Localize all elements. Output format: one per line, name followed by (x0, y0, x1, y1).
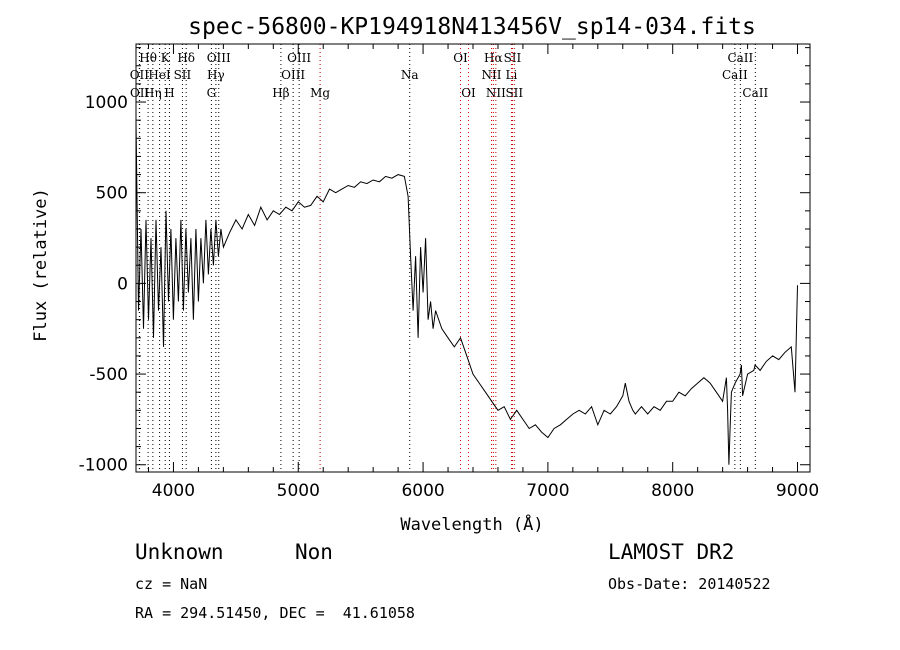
spectral-line-label: Hδ (177, 51, 195, 65)
class-label: Unknown (135, 540, 224, 564)
spectrum-line (135, 120, 798, 465)
spectral-line-label: HeI (148, 68, 171, 82)
spectral-line-label: OIII (281, 68, 305, 82)
y-tick-label: 1000 (85, 93, 128, 113)
x-tick-label: 6000 (401, 481, 444, 501)
axis-ticks: 4000 5000 6000 7000 8000 9000 -1000 -500 0 500 100… (79, 44, 819, 501)
cz-value: cz = NaN (135, 575, 208, 593)
y-tick-label: 500 (96, 184, 128, 204)
x-tick-label: 5000 (277, 481, 320, 501)
spectral-line-label: Li (506, 68, 518, 82)
spectral-line-label: Hα (484, 51, 503, 65)
spectral-line-label: Hθ (139, 51, 157, 65)
spectral-line-label: H (164, 86, 174, 100)
spectral-line-label: OIII (207, 51, 231, 65)
y-tick-label: 0 (117, 274, 128, 294)
spectral-line-label: NII (486, 86, 506, 100)
spectral-line-label: Hη (144, 86, 162, 100)
spectral-line-label: SII (174, 68, 192, 82)
obs-date: Obs-Date: 20140522 (608, 575, 771, 593)
spectral-line-label: Mg (310, 86, 330, 100)
x-axis-label: Wavelength (Å) (400, 513, 543, 535)
coordinates: RA = 294.51450, DEC = 41.61058 (135, 604, 415, 622)
spectral-line-label: OII (130, 86, 150, 100)
spectral-line-label: CaII (727, 51, 753, 65)
survey-label: LAMOST DR2 (608, 540, 735, 564)
spectral-line-label: OII (130, 68, 150, 82)
series-layer (135, 120, 798, 465)
spectral-line-label: Hβ (272, 86, 289, 100)
chart-title: spec-56800-KP194918N413456V_sp14-034.fit… (188, 14, 756, 40)
spectral-line-label: Hγ (207, 68, 225, 82)
spectral-line-label: CaII (742, 86, 768, 100)
x-tick-label: 8000 (651, 481, 694, 501)
subclass-label: Non (295, 540, 333, 564)
spectral-line-label: Na (401, 68, 419, 82)
spectral-line-label: CaII (722, 68, 748, 82)
spectral-line-label: SII (505, 86, 523, 100)
x-tick-label: 9000 (776, 481, 819, 501)
x-tick-label: 4000 (152, 481, 195, 501)
spectral-line-label: OI (453, 51, 468, 65)
spectral-line-label: K (161, 51, 171, 65)
spectral-line-label: OIII (287, 51, 311, 65)
y-axis-label: Flux (relative) (31, 188, 51, 342)
spectral-line-label: G (207, 86, 217, 100)
plot-frame (135, 43, 811, 473)
spectral-line-label: NII (481, 68, 501, 82)
y-tick-label: -1000 (79, 456, 128, 476)
y-tick-label: -500 (89, 365, 128, 385)
x-tick-label: 7000 (526, 481, 569, 501)
spectral-line-label: OI (461, 86, 476, 100)
spectral-line-label: SII (504, 51, 522, 65)
